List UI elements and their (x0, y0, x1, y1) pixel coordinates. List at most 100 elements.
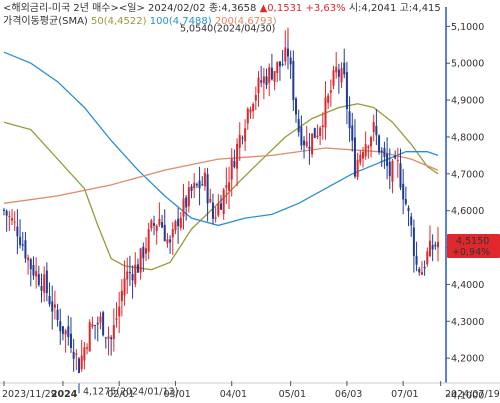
candle-body (112, 325, 115, 340)
candle-body (423, 267, 426, 269)
candle-body (404, 199, 407, 204)
axes: 5,10005,00004,90004,80004,70004,60004,50… (0, 7, 500, 402)
candle-body (359, 154, 362, 163)
candle-body (319, 127, 322, 136)
candle-body (241, 137, 244, 139)
candle-body (367, 146, 370, 148)
candle-body (361, 152, 364, 159)
candle-body (37, 274, 40, 286)
candle-body (273, 71, 276, 82)
candle-body (270, 67, 273, 80)
candle-body (40, 286, 43, 291)
candle-body (61, 326, 64, 334)
candle-body (214, 217, 217, 219)
candle-body (163, 225, 166, 242)
candle-body (230, 158, 233, 180)
candle-body (356, 159, 359, 178)
candle-body (51, 301, 54, 312)
candle-body (426, 251, 429, 265)
candle-body (329, 90, 332, 93)
candle-body (324, 97, 327, 128)
indicator-name: 가격이동평균(SMA) (3, 14, 88, 27)
candle-body (59, 321, 62, 332)
candle-body (69, 333, 72, 348)
candle-body (48, 296, 51, 305)
candle-body (340, 68, 343, 83)
x-tick-label: 06/03 (335, 389, 362, 400)
candle-body (177, 218, 180, 227)
candle-body (24, 240, 27, 259)
candle-body (305, 141, 308, 147)
candle-body (153, 223, 156, 226)
candle-body (142, 246, 145, 259)
candle-body (300, 126, 303, 146)
candle-body (351, 125, 354, 141)
candle-body (308, 146, 311, 149)
candle-body (80, 355, 83, 370)
candle-body (383, 148, 386, 157)
candle-body (407, 207, 410, 212)
candle-body (388, 161, 391, 177)
candle-body (187, 187, 190, 207)
candle-body (198, 180, 201, 189)
candle-body (281, 64, 284, 66)
candle-body (29, 259, 32, 270)
candle-body (327, 95, 330, 103)
candle-body (252, 104, 255, 112)
candle-body (169, 239, 172, 243)
candle-body (83, 347, 86, 361)
candle-body (380, 150, 383, 153)
candle-body (265, 76, 268, 85)
candle-body (195, 184, 198, 186)
candle-body (236, 143, 239, 169)
price-tag-value: 4,5150 (456, 236, 489, 247)
candle-body (209, 198, 212, 203)
candle-body (211, 202, 214, 219)
candle-body (292, 61, 295, 101)
ma200-legend: 200(4,6793) (215, 16, 277, 27)
candle-body (91, 324, 94, 327)
candle-body (75, 353, 78, 355)
candle-body (332, 70, 335, 86)
price-tag-box (447, 234, 500, 259)
y-tick-label: 4,2000 (451, 354, 484, 365)
candle-body (128, 272, 131, 274)
candle-body (185, 197, 188, 208)
candle-body (126, 271, 129, 280)
ma100-legend: 100(4,7488) (150, 16, 212, 27)
candle-body (238, 134, 241, 148)
candle-body (295, 98, 298, 115)
candle-body (56, 309, 59, 321)
candle-body (134, 264, 137, 285)
candle-body (378, 135, 381, 153)
x-tick-label: 2023/11/29 (2, 389, 57, 400)
candle-body (372, 122, 375, 133)
y-tick-label: 4,9000 (451, 96, 484, 107)
candle-body (391, 160, 394, 182)
candle-body (144, 248, 147, 254)
candle-body (249, 109, 252, 113)
candle-body (410, 216, 413, 226)
candle-body (86, 347, 89, 349)
candle-body (303, 140, 306, 146)
y-tick-label: 5,1000 (451, 22, 484, 33)
candle-body (110, 337, 113, 340)
candle-body (348, 111, 351, 129)
candle-body (27, 257, 30, 261)
candle-body (11, 218, 14, 221)
candle-body (412, 227, 415, 256)
candle-body (64, 330, 67, 335)
y-tick-label: 4,6000 (451, 206, 484, 217)
candle-body (284, 47, 287, 62)
candle-body (276, 61, 279, 74)
candle-body (13, 221, 16, 223)
x-tick-label: 05/01 (279, 389, 306, 400)
y-tick-label: 5,0000 (451, 59, 484, 70)
candle-body (78, 358, 81, 373)
x-tick-label: 03/01 (163, 389, 190, 400)
candle-body (375, 125, 378, 136)
candle-body (136, 264, 139, 273)
candle-body (217, 203, 220, 216)
candle-body (335, 66, 338, 73)
indicator-legend: 가격이동평균(SMA) 50(4,4522) 100(4,7488) 200(4… (3, 14, 277, 27)
